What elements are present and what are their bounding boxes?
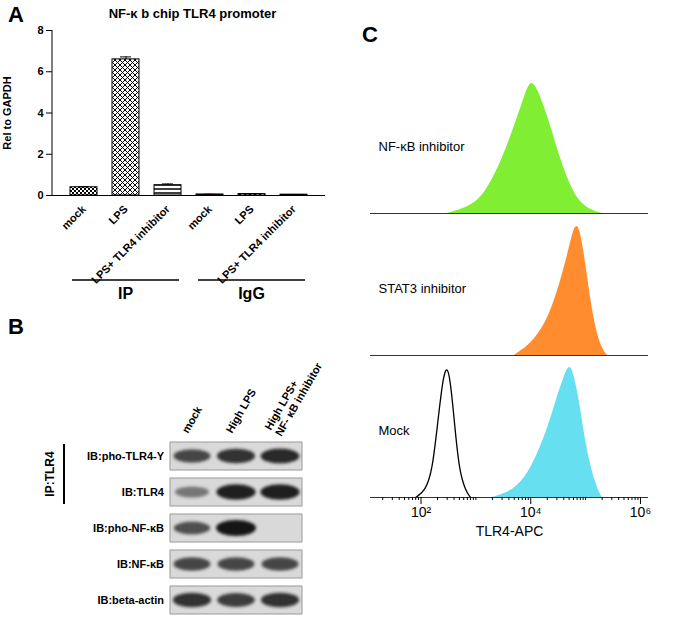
svg-text:2: 2	[37, 148, 43, 160]
svg-text:8: 8	[37, 24, 43, 36]
svg-text:TLR4-APC: TLR4-APC	[476, 523, 544, 539]
svg-text:High LPS: High LPS	[223, 387, 258, 435]
svg-text:IgG: IgG	[238, 285, 265, 302]
svg-text:Rel to GAPDH: Rel to GAPDH	[1, 76, 13, 149]
svg-text:0: 0	[37, 189, 43, 201]
svg-text:6: 6	[37, 65, 43, 77]
svg-text:IP: IP	[118, 285, 133, 302]
svg-text:10⁴: 10⁴	[520, 504, 542, 520]
html-text:C: C	[362, 22, 378, 47]
svg-text:IB:TLR4: IB:TLR4	[122, 486, 165, 498]
svg-text:B: B	[8, 314, 24, 339]
svg-text:IP:TLR4: IP:TLR4	[43, 451, 57, 497]
svg-text:IB:pho-NF-κB: IB:pho-NF-κB	[93, 522, 164, 534]
svg-text:10²: 10²	[411, 504, 432, 520]
svg-text:IB:pho-TLR4-Y: IB:pho-TLR4-Y	[87, 450, 165, 462]
svg-text:mock: mock	[185, 202, 214, 231]
svg-text:LPS: LPS	[106, 203, 130, 227]
html-text:NF-κ b chip TLR4 promoter: NF-κ b chip TLR4 promoter	[108, 6, 277, 21]
svg-text:mock: mock	[59, 202, 88, 231]
html-text:A: A	[8, 2, 24, 27]
svg-text:IB:beta-actin: IB:beta-actin	[97, 594, 164, 606]
svg-text:Mock: Mock	[379, 423, 411, 438]
svg-text:High LPS+NF- κB inhibitor: High LPS+NF- κB inhibitor	[262, 354, 324, 438]
svg-text:STAT3 inhibitor: STAT3 inhibitor	[379, 281, 467, 296]
svg-text:LPS+ TLR4 inhibitor: LPS+ TLR4 inhibitor	[215, 202, 299, 286]
svg-text:LPS+ TLR4 inhibitor: LPS+ TLR4 inhibitor	[89, 202, 173, 286]
svg-text:4: 4	[37, 107, 44, 119]
svg-text:10⁶: 10⁶	[630, 504, 651, 520]
svg-text:mock: mock	[179, 403, 204, 435]
svg-text:NF-κB inhibitor: NF-κB inhibitor	[379, 139, 466, 154]
svg-text:IB:NF-κB: IB:NF-κB	[117, 558, 164, 570]
svg-text:LPS: LPS	[232, 203, 256, 227]
